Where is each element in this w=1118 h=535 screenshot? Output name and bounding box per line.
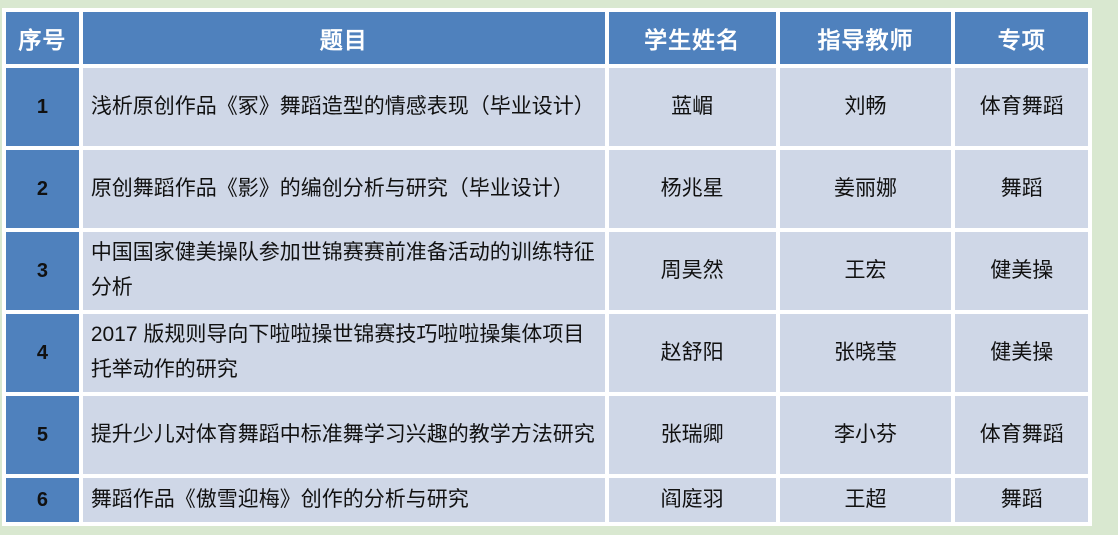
header-cell-specialty: 专项 <box>955 12 1088 64</box>
table-row: 5 提升少儿对体育舞蹈中标准舞学习兴趣的教学方法研究 张瑞卿 李小芬 体育舞蹈 <box>6 396 1088 474</box>
teacher-cell: 张晓莹 <box>779 314 952 392</box>
table-row: 4 2017 版规则导向下啦啦操世锦赛技巧啦啦操集体项目托举动作的研究 赵舒阳 … <box>6 314 1088 392</box>
teacher-cell: 刘畅 <box>779 68 952 146</box>
student-cell: 赵舒阳 <box>608 314 776 392</box>
row-number-cell: 5 <box>6 396 79 474</box>
table-row: 1 浅析原创作品《冢》舞蹈造型的情感表现（毕业设计） 蓝嵋 刘畅 体育舞蹈 <box>6 68 1088 146</box>
student-cell: 张瑞卿 <box>608 396 776 474</box>
table-row: 3 中国国家健美操队参加世锦赛赛前准备活动的训练特征分析 周昊然 王宏 健美操 <box>6 232 1088 310</box>
row-number-cell: 1 <box>6 68 79 146</box>
specialty-cell: 体育舞蹈 <box>955 396 1088 474</box>
teacher-cell: 姜丽娜 <box>779 150 952 228</box>
specialty-cell: 舞蹈 <box>955 150 1088 228</box>
header-row: 序号 题目 学生姓名 指导教师 专项 <box>6 12 1088 64</box>
thesis-table-container: 序号 题目 学生姓名 指导教师 专项 1 浅析原创作品《冢》舞蹈造型的情感表现（… <box>2 8 1092 526</box>
student-cell: 蓝嵋 <box>608 68 776 146</box>
title-cell: 浅析原创作品《冢》舞蹈造型的情感表现（毕业设计） <box>82 68 605 146</box>
header-cell-title: 题目 <box>82 12 605 64</box>
teacher-cell: 王超 <box>779 478 952 522</box>
title-cell: 原创舞蹈作品《影》的编创分析与研究（毕业设计） <box>82 150 605 228</box>
thesis-assignment-table: 序号 题目 学生姓名 指导教师 专项 1 浅析原创作品《冢》舞蹈造型的情感表现（… <box>2 8 1092 526</box>
header-cell-number: 序号 <box>6 12 79 64</box>
student-cell: 杨兆星 <box>608 150 776 228</box>
title-cell: 中国国家健美操队参加世锦赛赛前准备活动的训练特征分析 <box>82 232 605 310</box>
row-number-cell: 4 <box>6 314 79 392</box>
table-row: 2 原创舞蹈作品《影》的编创分析与研究（毕业设计） 杨兆星 姜丽娜 舞蹈 <box>6 150 1088 228</box>
title-cell: 舞蹈作品《傲雪迎梅》创作的分析与研究 <box>82 478 605 522</box>
title-cell: 提升少儿对体育舞蹈中标准舞学习兴趣的教学方法研究 <box>82 396 605 474</box>
title-cell: 2017 版规则导向下啦啦操世锦赛技巧啦啦操集体项目托举动作的研究 <box>82 314 605 392</box>
teacher-cell: 李小芬 <box>779 396 952 474</box>
teacher-cell: 王宏 <box>779 232 952 310</box>
specialty-cell: 舞蹈 <box>955 478 1088 522</box>
header-cell-student: 学生姓名 <box>608 12 776 64</box>
specialty-cell: 健美操 <box>955 232 1088 310</box>
row-number-cell: 2 <box>6 150 79 228</box>
specialty-cell: 健美操 <box>955 314 1088 392</box>
table-row: 6 舞蹈作品《傲雪迎梅》创作的分析与研究 阎庭羽 王超 舞蹈 <box>6 478 1088 522</box>
student-cell: 周昊然 <box>608 232 776 310</box>
row-number-cell: 3 <box>6 232 79 310</box>
specialty-cell: 体育舞蹈 <box>955 68 1088 146</box>
student-cell: 阎庭羽 <box>608 478 776 522</box>
row-number-cell: 6 <box>6 478 79 522</box>
header-cell-teacher: 指导教师 <box>779 12 952 64</box>
